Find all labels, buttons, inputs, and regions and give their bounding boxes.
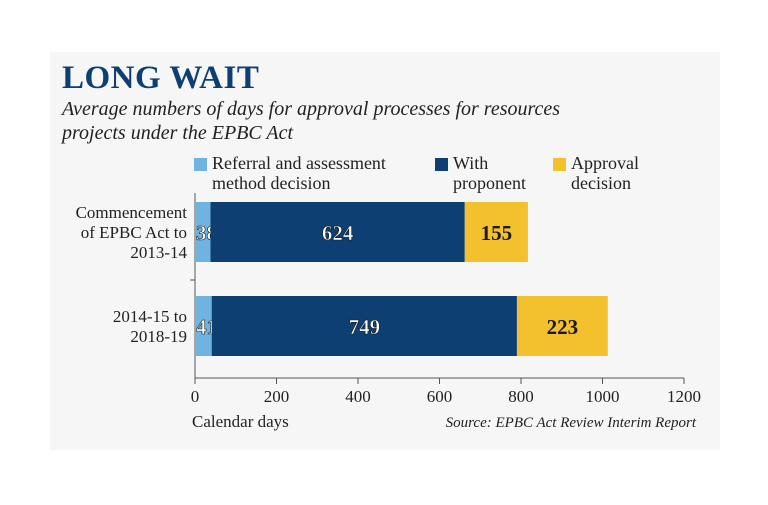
- category-label: Commencement of EPBC Act to 2013-14: [76, 203, 188, 262]
- bar-segment-proponent: [211, 296, 517, 356]
- bar-segment-approval: [464, 202, 528, 262]
- legend-label-proponent: With proponent: [453, 153, 526, 193]
- category-label: 2014-15 to 2018-19: [113, 307, 187, 346]
- chart-subtitle: Average numbers of days for approval pro…: [62, 98, 561, 144]
- legend-swatch-approval: [553, 158, 566, 171]
- bar-segment-referral: [195, 202, 211, 262]
- legend-item-approval: Approval decision: [553, 153, 663, 193]
- legend-swatch-proponent: [435, 158, 448, 171]
- x-tick-label: 600: [427, 387, 453, 406]
- bar-segment-referral: [195, 296, 212, 356]
- data-label-approval: 155: [481, 221, 513, 245]
- bar-segment-proponent: [210, 202, 465, 262]
- legend-label-approval: Approval decision: [571, 153, 639, 193]
- x-tick-label: 1200: [667, 387, 701, 406]
- x-tick-label: 0: [191, 387, 200, 406]
- x-tick-label: 1000: [586, 387, 620, 406]
- legend-swatch-referral: [194, 158, 207, 171]
- legend-label-referral: Referral and assessment method decision: [212, 153, 386, 193]
- chart-title: LONG WAIT: [62, 60, 260, 96]
- source-note: Source: EPBC Act Review Interim Report: [445, 415, 696, 431]
- x-tick-label: 400: [345, 387, 371, 406]
- x-tick-label: 200: [264, 387, 290, 406]
- data-label-proponent: 749: [349, 315, 381, 339]
- x-tick-label: 800: [508, 387, 534, 406]
- data-label-approval: 223: [547, 315, 579, 339]
- legend-item-proponent: With proponent: [435, 153, 555, 193]
- legend-item-referral: Referral and assessment method decision: [194, 153, 424, 193]
- data-label-proponent: 624: [322, 221, 354, 245]
- x-axis-label: Calendar days: [192, 412, 289, 431]
- bar-segment-approval: [516, 296, 608, 356]
